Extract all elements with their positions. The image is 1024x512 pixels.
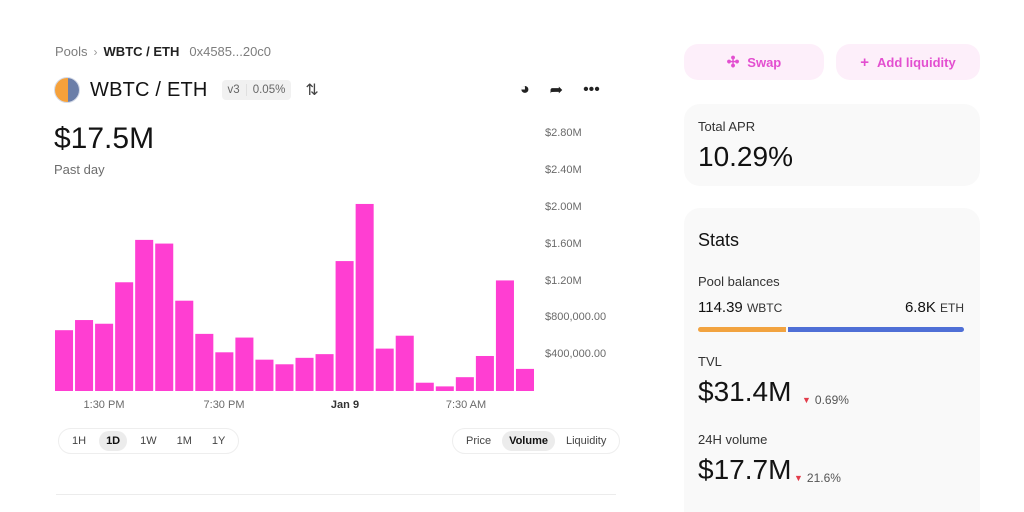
volume-bar[interactable] [295,357,314,391]
chart-mode-liquidity[interactable]: Liquidity [565,435,607,447]
volume-bar[interactable] [395,335,414,391]
volume-bar[interactable] [255,359,274,391]
balance-token-a-amount: 114.39 [698,299,743,316]
pool-address-link[interactable]: 0x4585...20c0 [189,44,272,59]
chart-mode-selector: Price Volume Liquidity [452,428,621,454]
volume-bar-chart[interactable] [0,0,540,400]
volume-bar[interactable] [175,300,194,391]
section-divider [56,494,616,495]
more-icon[interactable]: ••• [583,81,600,98]
pool-version-fee-badge: v3 0.05% [221,80,292,100]
y-tick-label: $1.60M [545,238,582,250]
time-range-1y[interactable]: 1Y [211,435,226,447]
volume-bar[interactable] [475,355,494,391]
tvl-value: $31.4M [698,376,792,407]
pool-version: v3 [227,84,240,96]
time-range-1m[interactable]: 1M [176,435,192,447]
volume-bar[interactable] [115,282,134,391]
add-liquidity-button-label: Add liquidity [877,54,956,70]
balance-token-a: 114.39 WBTC [698,299,782,316]
y-tick-label: $2.00M [545,201,582,213]
header-actions: ◕ ➦ ••• [520,80,600,100]
volume-24h-change-value: 21.6% [806,471,841,485]
swap-icon: ✣ [726,54,740,71]
chart-headline-period: Past day [54,162,105,177]
volume-bar[interactable] [75,320,94,391]
volume-bar[interactable] [515,368,534,391]
stats-title: Stats [698,230,740,250]
time-range-1h[interactable]: 1H [72,435,87,447]
volume-bar[interactable] [95,323,114,391]
apr-value: 10.29% [698,141,793,172]
volume-bar[interactable] [155,243,174,391]
volume-bar[interactable] [335,261,354,391]
time-range-selector: 1H 1D 1W 1M 1Y [58,428,240,454]
volume-bar[interactable] [455,377,474,391]
y-tick-label: $1.20M [545,275,582,287]
time-range-1w[interactable]: 1W [140,435,157,447]
pool-header: WBTC / ETH v3 0.05% ⇅ [54,77,319,103]
y-tick-label: $2.40M [545,164,582,176]
swap-button[interactable]: ✣ Swap [684,44,824,80]
volume-24h-label: 24H volume [698,432,768,447]
y-tick-label: $400,000.00 [545,348,607,360]
x-tick-label: 7:30 AM [445,399,487,411]
balance-token-b-amount: 6.8K [904,299,936,316]
add-liquidity-button[interactable]: + Add liquidity [836,44,980,80]
volume-bar[interactable] [195,333,214,391]
volume-bar[interactable] [275,364,294,391]
y-tick-label: $800,000.00 [545,311,607,323]
volume-24h-change: ▼ 21.6% [794,471,841,485]
token-pair-logo-icon [54,77,80,103]
volume-bar[interactable] [235,337,254,391]
volume-24h-value: $17.7M [698,454,792,485]
time-range-1d[interactable]: 1D [99,431,128,451]
chevron-right-icon: › [93,44,98,59]
apr-label: Total APR [698,119,756,134]
volume-bar[interactable] [135,239,154,391]
balance-token-b: 6.8K ETH [905,299,964,316]
tvl-change: ▼ 0.69% [802,393,849,407]
volume-bar[interactable] [215,352,234,391]
chart-mode-price[interactable]: Price [466,435,492,447]
chart-mode-volume[interactable]: Volume [502,431,555,451]
stats-card: Stats Pool balances 114.39 WBTC 6.8K ETH… [684,208,980,512]
swap-direction-icon[interactable]: ⇅ [305,82,319,99]
pool-pair-name: WBTC / ETH [90,78,208,101]
volume-bar[interactable] [55,330,74,391]
balance-token-a-symbol: WBTC [746,301,783,315]
down-arrow-icon: ▼ [802,395,811,405]
volume-bar[interactable] [495,280,514,391]
plus-icon: + [860,53,870,71]
x-tick-label: 7:30 PM [203,399,245,411]
breadcrumb-pools-link[interactable]: Pools [55,44,88,59]
tvl-change-value: 0.69% [814,393,849,407]
share-icon[interactable]: ➦ [549,82,564,99]
balance-token-b-symbol: ETH [940,301,964,315]
explorer-icon[interactable]: ◕ [520,81,530,98]
volume-bar[interactable] [355,203,374,391]
volume-bar[interactable] [375,348,394,391]
breadcrumb-pair: WBTC / ETH [103,44,180,59]
tvl-label: TVL [698,354,722,369]
swap-button-label: Swap [747,54,782,70]
volume-bar[interactable] [415,382,434,391]
chart-headline-value: $17.5M [54,122,155,155]
balance-bar-token-b [787,327,964,332]
volume-bar[interactable] [435,386,454,391]
x-tick-label: 1:30 PM [83,399,125,411]
pool-fee-tier: 0.05% [245,84,292,96]
y-tick-label: $2.80M [545,127,582,139]
breadcrumb: Pools › WBTC / ETH 0x4585...20c0 [55,44,271,59]
pool-balances-label: Pool balances [698,274,780,289]
balance-bar-token-a [698,327,786,332]
apr-card: Total APR 10.29% [684,104,980,186]
volume-bar[interactable] [315,354,334,391]
down-arrow-icon: ▼ [794,473,803,483]
pool-balance-bar [698,327,964,332]
x-tick-label: Jan 9 [330,399,360,411]
